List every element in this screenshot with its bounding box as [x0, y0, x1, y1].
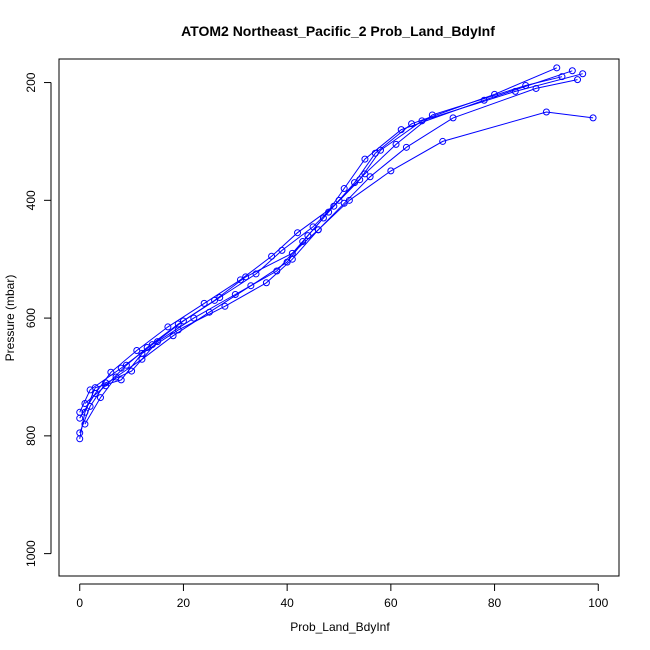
- series-5: [81, 76, 582, 407]
- data-point: [558, 73, 566, 81]
- plot-frame: [58, 58, 620, 577]
- data-point: [294, 229, 302, 237]
- data-point: [148, 341, 156, 349]
- data-point: [319, 214, 327, 222]
- data-point: [236, 276, 244, 284]
- x-tick-label: 0: [76, 596, 83, 610]
- data-point: [340, 199, 348, 207]
- data-point: [428, 111, 436, 119]
- x-tick-label: 80: [488, 596, 502, 610]
- data-point: [542, 108, 550, 116]
- series-2: [81, 64, 561, 428]
- x-tick-label: 60: [384, 596, 398, 610]
- series-line: [84, 79, 578, 404]
- data-point: [387, 167, 395, 175]
- data-point: [91, 389, 99, 397]
- data-point: [179, 317, 187, 325]
- data-point: [553, 64, 561, 72]
- data-point: [376, 146, 384, 154]
- data-point: [133, 346, 141, 354]
- data-point: [231, 291, 239, 299]
- data-point: [247, 282, 255, 290]
- data-point: [283, 258, 291, 266]
- data-point: [574, 76, 582, 84]
- series-1: [76, 67, 576, 437]
- data-point: [252, 270, 260, 278]
- y-tick-label: 400: [24, 190, 38, 210]
- data-point: [589, 114, 597, 122]
- x-axis: 0 20 40 60 80 100: [76, 583, 609, 610]
- data-point: [330, 202, 338, 210]
- data-point: [169, 332, 177, 340]
- data-point: [205, 308, 213, 316]
- data-point: [361, 170, 369, 178]
- series-0: [76, 108, 597, 443]
- data-point: [128, 367, 136, 375]
- data-point: [76, 429, 84, 437]
- data-point: [278, 246, 286, 254]
- data-point: [392, 140, 400, 148]
- data-point: [138, 355, 146, 363]
- x-tick-label: 20: [177, 596, 191, 610]
- data-point: [314, 226, 322, 234]
- data-point: [221, 302, 229, 310]
- data-point: [81, 420, 89, 428]
- data-point: [211, 296, 219, 304]
- data-point: [402, 143, 410, 151]
- data-point: [122, 361, 130, 369]
- data-point: [568, 67, 576, 75]
- data-point: [190, 314, 198, 322]
- data-point: [216, 293, 224, 301]
- data-point: [102, 382, 110, 390]
- data-point: [117, 364, 125, 372]
- data-point: [143, 344, 151, 352]
- series-line: [79, 111, 594, 439]
- y-tick-label: 800: [24, 426, 38, 446]
- data-point: [309, 223, 317, 231]
- x-tick-label: 40: [280, 596, 294, 610]
- data-point: [112, 373, 120, 381]
- data-point: [361, 155, 369, 163]
- series-layer: [76, 64, 597, 443]
- series-line: [79, 76, 563, 413]
- data-point: [81, 399, 89, 407]
- data-point: [340, 185, 348, 193]
- data-point: [262, 279, 270, 287]
- y-tick-label: 1000: [24, 540, 38, 567]
- y-tick-label: 200: [24, 72, 38, 92]
- series-3: [76, 70, 587, 422]
- data-point: [439, 137, 447, 145]
- data-point: [356, 176, 364, 184]
- chart-title: ATOM2 Northeast_Pacific_2 Prob_Land_BdyI…: [181, 23, 495, 39]
- data-point: [164, 323, 172, 331]
- data-point: [335, 196, 343, 204]
- series-line: [84, 67, 557, 425]
- data-point: [174, 320, 182, 328]
- x-axis-label: Prob_Land_BdyInf: [290, 620, 390, 634]
- series-line: [79, 73, 583, 419]
- data-point: [200, 299, 208, 307]
- series-4: [76, 73, 566, 416]
- y-axis-label: Pressure (mbar): [3, 275, 17, 362]
- data-point: [532, 84, 540, 92]
- data-point: [86, 386, 94, 394]
- data-point: [579, 70, 587, 78]
- data-point: [96, 394, 104, 402]
- data-point: [242, 273, 250, 281]
- data-point: [522, 81, 530, 89]
- data-point: [76, 408, 84, 416]
- data-point: [449, 114, 457, 122]
- data-point: [366, 173, 374, 181]
- data-point: [288, 249, 296, 257]
- x-tick-label: 100: [588, 596, 608, 610]
- data-point: [117, 376, 125, 384]
- y-axis: 200 400 600 800 1000: [24, 72, 52, 567]
- y-tick-label: 600: [24, 308, 38, 328]
- data-point: [408, 120, 416, 128]
